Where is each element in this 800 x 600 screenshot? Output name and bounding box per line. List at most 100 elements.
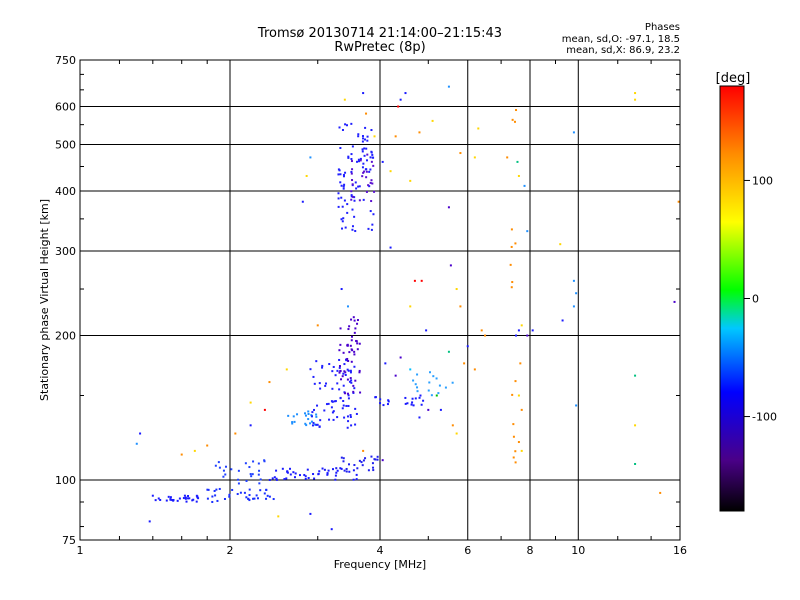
data-point [350,318,353,321]
data-point [304,422,307,425]
data-point [315,413,318,416]
data-point [356,467,359,470]
data-point [275,477,278,480]
data-point [406,402,409,405]
data-point [347,328,350,331]
data-point [572,131,575,134]
data-point [268,381,271,384]
data-point [520,324,523,327]
data-point [512,456,515,459]
data-point [352,391,355,394]
data-point [347,359,350,362]
data-point [222,475,225,478]
data-point [427,389,430,392]
data-point [339,343,342,346]
data-point [231,488,234,491]
data-point [370,129,373,132]
data-point [211,495,214,498]
data-point [296,413,299,416]
data-point [361,166,364,169]
data-point [171,499,174,502]
data-point [372,164,375,167]
data-point [513,120,516,123]
data-point [294,472,297,475]
data-point [506,156,509,159]
data-point [370,228,373,231]
data-point [351,183,354,186]
data-point [339,467,342,470]
data-point [634,462,637,465]
data-point [354,407,357,410]
data-point [363,170,366,173]
data-point [342,187,345,190]
data-point [353,319,356,322]
data-point [309,512,312,515]
data-point [341,205,344,208]
data-point [334,374,337,377]
data-point [404,396,407,399]
data-point [350,172,353,175]
axis-ticks: 1 2 4 6 8 10 16 75 100 200 300 400 500 600 750 [55,54,687,557]
data-point [211,500,214,503]
y-tick-label: 600 [55,101,76,114]
data-point [427,408,430,411]
data-point [404,92,407,95]
data-point [331,387,334,390]
data-point [366,153,369,156]
x-axis-label: Frequency [MHz] [334,558,426,571]
data-point [326,473,329,476]
y-tick-label: 300 [55,245,76,258]
data-point [258,482,261,485]
x-tick-label: 8 [527,544,534,557]
data-point [376,455,379,458]
data-point [343,98,346,101]
data-point [341,375,344,378]
data-point [348,351,351,354]
chart-title: Tromsø 20130714 21:14:00–21:15:43 [257,26,503,41]
data-point [353,350,356,353]
data-point [350,424,353,427]
data-point [237,478,240,481]
data-point [372,466,375,469]
data-point [404,402,407,405]
data-point [347,156,350,159]
data-point [410,403,413,406]
data-point [514,242,517,245]
data-point [370,455,373,458]
data-point [362,459,365,462]
data-point [346,357,349,360]
data-point [455,432,458,435]
data-point [514,450,517,453]
data-point [515,109,518,112]
data-point [313,423,316,426]
data-point [379,398,382,401]
data-point [307,477,310,480]
data-point [339,181,342,184]
data-point [342,460,345,463]
data-point [309,156,312,159]
data-point [351,208,354,211]
data-point [364,138,367,141]
data-point [366,139,369,142]
data-point [455,288,458,291]
data-point [350,190,353,193]
data-point [342,457,345,460]
y-tick-label: 100 [55,474,76,487]
data-point [331,400,334,403]
data-point [263,408,266,411]
data-point [370,151,373,154]
data-point [218,466,221,469]
data-point [328,418,331,421]
data-point [511,281,514,284]
data-point [335,471,338,474]
data-point [514,461,517,464]
y-tick-label: 500 [55,139,76,152]
data-point [409,305,412,308]
data-point [334,400,337,403]
data-point [369,210,372,213]
data-point [303,412,306,415]
data-point [411,397,414,400]
data-point [340,196,343,199]
data-point [338,371,341,374]
